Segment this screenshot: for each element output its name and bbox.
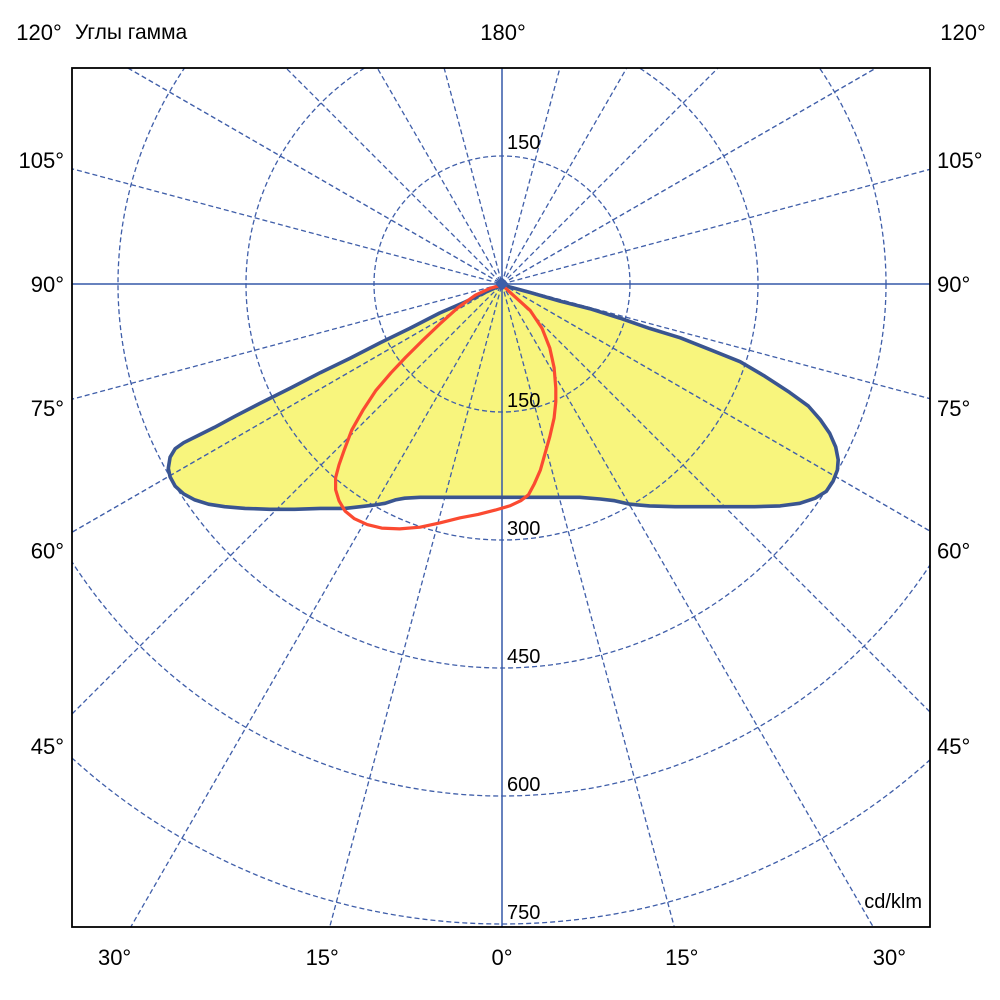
angle-label-120-top-right: 120° xyxy=(940,20,986,45)
angle-label-bottom-15°-l: 15° xyxy=(306,945,339,970)
angle-label-bottom-15°-r: 15° xyxy=(665,945,698,970)
plot-frame xyxy=(71,67,931,928)
curves-layer xyxy=(166,277,840,531)
radial-tick-750: 750 xyxy=(507,902,540,924)
angle-label-left-105: 105° xyxy=(18,148,64,173)
c0-c180-fill-layer xyxy=(168,284,839,510)
c0-c180-curve xyxy=(166,283,840,512)
angle-label-bottom-30°-l: 30° xyxy=(98,945,131,970)
angle-label-right-90: 90° xyxy=(937,272,970,297)
c90-c270-curve xyxy=(334,283,558,531)
angle-label-left-90: 90° xyxy=(31,272,64,297)
radial-tick-labels: 150 150 300 450 600 750 xyxy=(507,132,540,924)
angle-label-left-45: 45° xyxy=(31,734,64,759)
angle-label-right-105: 105° xyxy=(937,148,983,173)
angle-label-right-60: 60° xyxy=(937,539,970,564)
angle-label-120-top-left: 120° xyxy=(16,20,62,45)
angle-label-right-75: 75° xyxy=(937,396,970,421)
angle-label-bottom-0°-r: 0° xyxy=(491,945,512,970)
angle-labels: 105° 105° 90° 90° 75° 75° 60° 60° 45° 45° 30° 15° 0°… xyxy=(18,148,982,970)
angle-label-left-60: 60° xyxy=(31,539,64,564)
radial-tick-450: 450 xyxy=(507,646,540,668)
chart-title: Углы гамма xyxy=(75,21,188,44)
radial-tick-300: 300 xyxy=(507,518,540,540)
c0-c180-area xyxy=(168,284,839,510)
angle-label-right-45: 45° xyxy=(937,734,970,759)
polar-center-marker xyxy=(495,277,509,291)
radial-tick-150: 150 xyxy=(507,390,540,412)
angle-label-180-top-center: 180° xyxy=(480,20,526,45)
unit-label: cd/klm xyxy=(864,891,922,913)
radial-tick-600: 600 xyxy=(507,774,540,796)
angle-label-left-75: 75° xyxy=(31,396,64,421)
radial-tick-150-upper: 150 xyxy=(507,132,540,154)
angle-label-bottom-30°-r: 30° xyxy=(873,945,906,970)
